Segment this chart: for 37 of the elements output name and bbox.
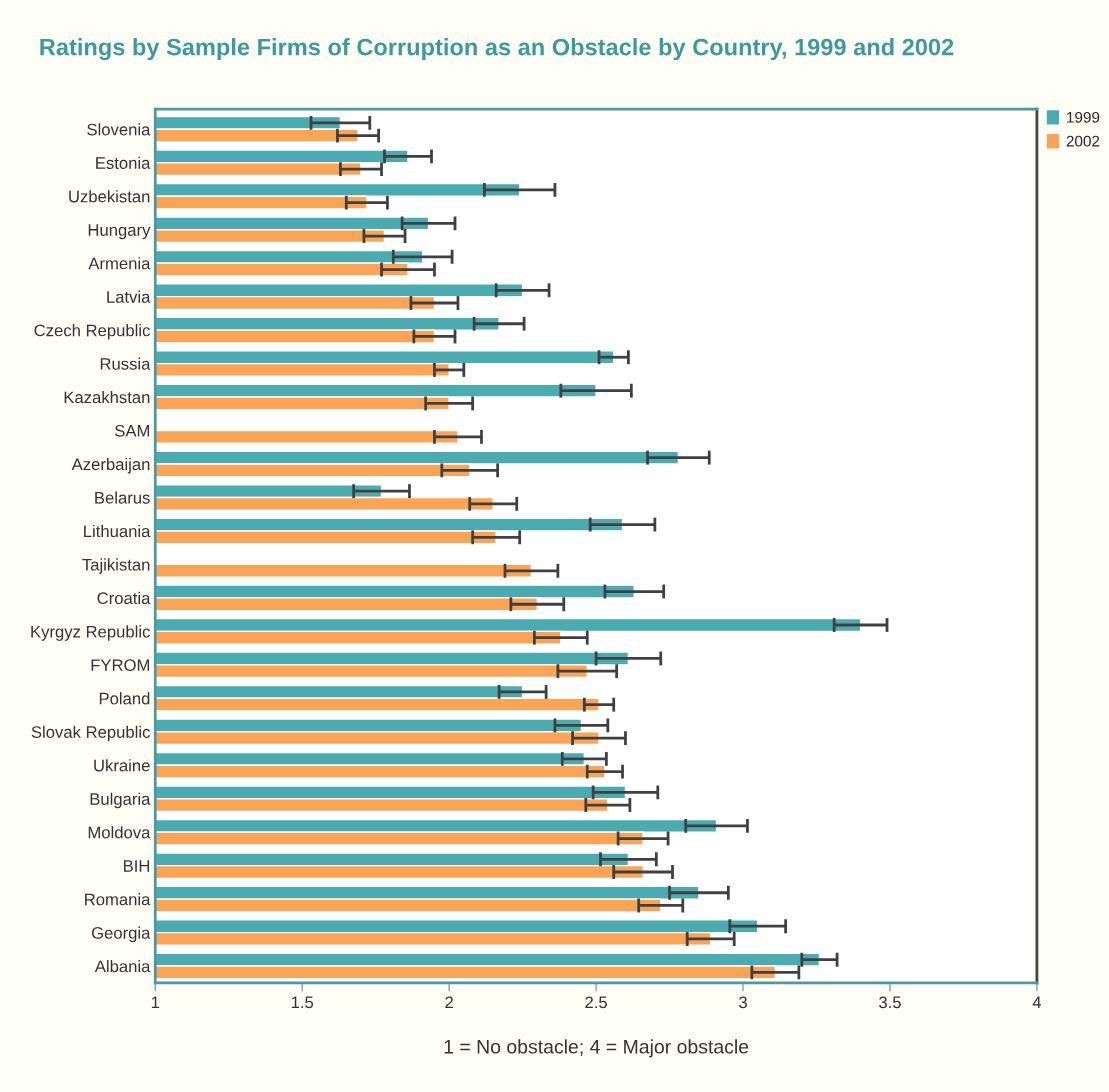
y-tick-label: Czech Republic [34,324,150,340]
y-tick-label: Kyrgyz Republic [31,625,150,641]
chart-title: Ratings by Sample Firms of Corruption as an Obstacle by Country, 1999 and 2002 [40,38,954,61]
y-tick-label: Albania [94,960,151,973]
y-tick-label: Slovenia [87,123,151,136]
y-tick-label: Kazakhstan [64,391,150,404]
y-tick-label: BIH [123,860,150,872]
x-axis-title: 1 = No obstacle; 4 = Major obstacle [444,1039,749,1058]
y-tick-label: Moldova [88,826,151,839]
x-tick-label: 1.5 [291,996,314,1009]
y-tick-label: Uzbekistan [69,190,150,203]
y-tick-label: Latvia [107,290,151,303]
y-tick-label: Bulgaria [90,792,151,809]
y-tick-label: Tajikistan [82,558,150,574]
y-tick-label: Russia [100,357,151,370]
y-tick-label: Slovak Republic [31,725,150,742]
y-tick-label: Poland [99,692,150,705]
x-tick-label: 2.5 [585,996,607,1009]
x-tick-label: 1 [151,996,160,1009]
y-tick-label: Lithuania [84,524,151,538]
x-tick-label: 3 [739,996,747,1009]
legend-label: 1999 [1067,111,1100,123]
x-tick-label: 2 [445,996,453,1009]
y-tick-label: Georgia [91,926,151,943]
y-tick-label: Hungary [88,224,151,240]
y-tick-label: Estonia [96,156,151,169]
y-tick-label: Croatia [97,591,151,605]
x-tick-label: 4 [1032,996,1042,1009]
legend-label: 2002 [1066,135,1100,147]
y-tick-label: SAM [115,424,150,437]
y-tick-label: Armenia [88,257,151,270]
y-tick-label: Romania [85,893,151,906]
y-tick-label: FYROM [91,659,150,672]
x-tick-label: 3.5 [879,996,901,1009]
y-tick-label: Belarus [95,491,150,504]
y-tick-label: Azerbaijan [71,457,150,474]
y-tick-label: Ukraine [94,759,150,772]
